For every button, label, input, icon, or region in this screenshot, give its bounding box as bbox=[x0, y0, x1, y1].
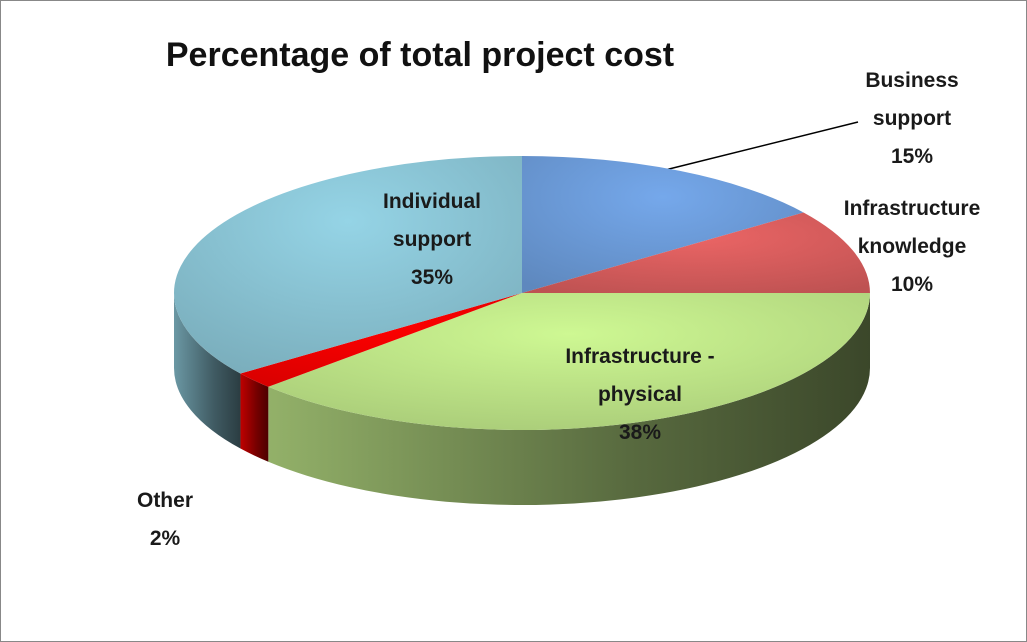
slice bbox=[240, 293, 522, 387]
value-label: 10% bbox=[890, 273, 934, 296]
value-label: 15% bbox=[890, 145, 934, 168]
leader-line bbox=[656, 121, 859, 173]
slice bbox=[268, 293, 870, 430]
slice-side bbox=[268, 293, 870, 506]
data-label: Business support 15% bbox=[852, 62, 972, 176]
value-label: 35% bbox=[410, 266, 454, 289]
value-label: 38% bbox=[618, 421, 662, 444]
data-label: Individual support 35% bbox=[362, 183, 502, 297]
data-label: Other 2% bbox=[120, 482, 210, 558]
category-label: Individual support bbox=[382, 190, 481, 251]
slice-side bbox=[240, 373, 269, 462]
category-label: Infrastructure knowledge bbox=[843, 197, 981, 258]
value-label: 2% bbox=[149, 527, 181, 550]
slice-side bbox=[174, 293, 241, 449]
category-label: Business support bbox=[865, 69, 959, 130]
category-label: Infrastructure - physical bbox=[565, 345, 715, 406]
chart-title: Percentage of total project cost bbox=[165, 36, 675, 74]
slice bbox=[173, 156, 522, 374]
data-label: Infrastructure - physical 38% bbox=[550, 338, 730, 452]
slice bbox=[522, 212, 870, 293]
data-label: Infrastructure knowledge 10% bbox=[817, 190, 1007, 304]
slice bbox=[522, 156, 804, 293]
category-label: Other bbox=[136, 489, 193, 512]
